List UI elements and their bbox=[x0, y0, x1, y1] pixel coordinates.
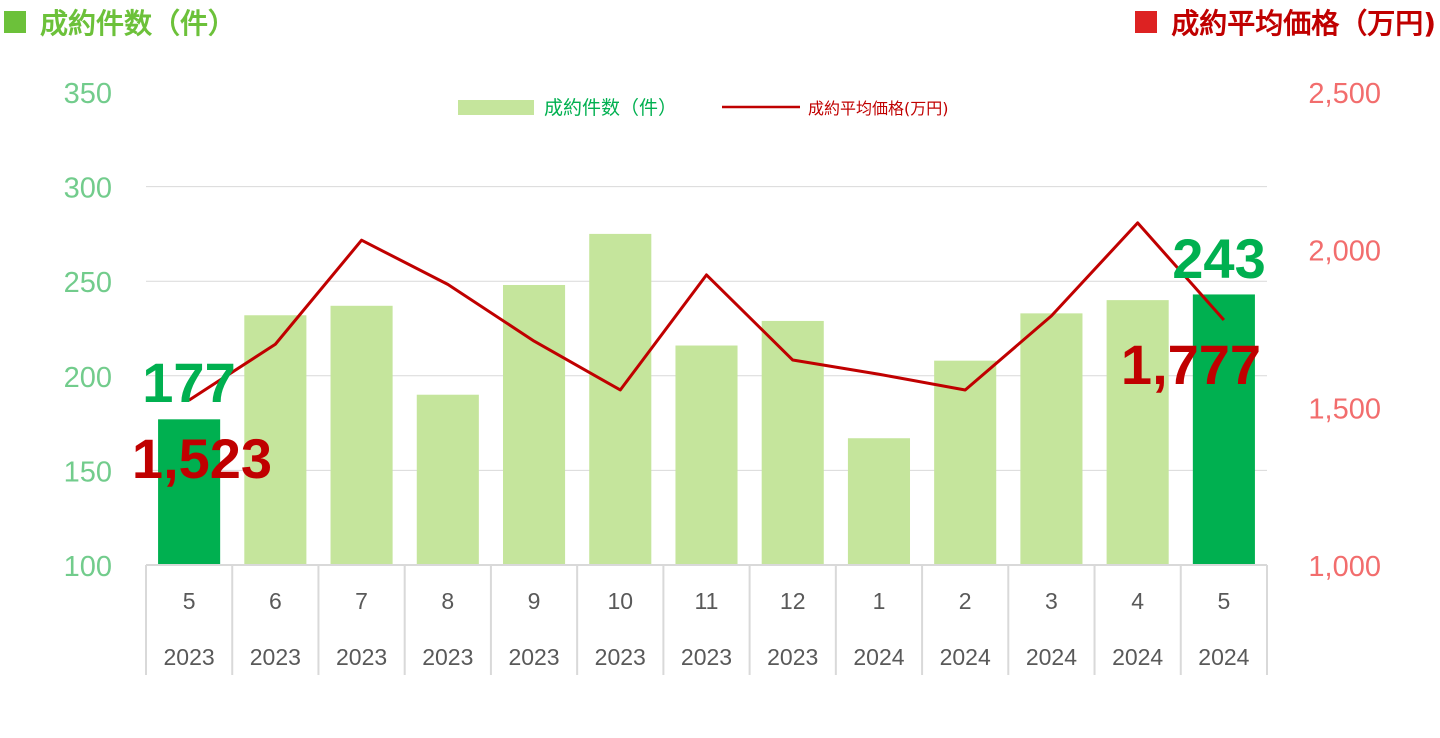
month-label: 5 bbox=[183, 588, 196, 614]
year-label: 2023 bbox=[767, 644, 818, 670]
month-label: 1 bbox=[873, 588, 886, 614]
first-bar-value: 177 bbox=[142, 351, 235, 414]
right-tick-label: 1,500 bbox=[1308, 393, 1381, 425]
last-bar-value: 243 bbox=[1172, 227, 1265, 290]
year-label: 2024 bbox=[1198, 644, 1249, 670]
right-tick-label: 1,000 bbox=[1308, 551, 1381, 583]
bar bbox=[158, 419, 221, 565]
bar bbox=[502, 284, 566, 565]
year-label: 2024 bbox=[940, 644, 991, 670]
year-label: 2023 bbox=[508, 644, 559, 670]
year-label: 2023 bbox=[595, 644, 646, 670]
left-tick-label: 350 bbox=[64, 78, 112, 110]
left-axis-title-text: 成約件数（件） bbox=[40, 7, 237, 40]
year-label: 2023 bbox=[336, 644, 387, 670]
year-label: 2023 bbox=[681, 644, 732, 670]
legend-bar-label: 成約件数（件） bbox=[544, 97, 677, 119]
red-square-icon bbox=[1135, 11, 1158, 33]
first-price-value: 1,523 bbox=[132, 427, 272, 490]
left-tick-label: 250 bbox=[64, 267, 112, 299]
price-line bbox=[188, 221, 1226, 402]
legend: 成約件数（件） 成約平均価格(万円) bbox=[458, 97, 949, 119]
left-tick-label: 300 bbox=[64, 173, 112, 205]
last-price-value: 1,777 bbox=[1121, 333, 1261, 396]
month-label: 12 bbox=[780, 588, 806, 614]
bar bbox=[934, 360, 997, 565]
year-label: 2023 bbox=[164, 644, 215, 670]
right-axis-title: 成約平均価格（万円) bbox=[1135, 2, 1436, 42]
bar bbox=[330, 305, 393, 565]
left-tick-label: 200 bbox=[64, 362, 112, 394]
year-label: 2024 bbox=[853, 644, 904, 670]
legend-line-label: 成約平均価格(万円) bbox=[808, 99, 949, 118]
month-label: 10 bbox=[607, 588, 633, 614]
category-axis: 5202362023720238202392023102023112023122… bbox=[145, 564, 1268, 675]
year-label: 2023 bbox=[250, 644, 301, 670]
year-label: 2024 bbox=[1026, 644, 1077, 670]
bar bbox=[1106, 300, 1169, 565]
month-label: 4 bbox=[1131, 588, 1144, 614]
right-axis-title-text: 成約平均価格（万円) bbox=[1171, 7, 1436, 40]
bar-series bbox=[158, 233, 1255, 565]
year-label: 2023 bbox=[422, 644, 473, 670]
green-square-icon bbox=[4, 11, 26, 33]
right-tick-label: 2,500 bbox=[1308, 78, 1381, 110]
month-label: 5 bbox=[1217, 588, 1230, 614]
month-label: 7 bbox=[355, 588, 368, 614]
legend-bar-swatch bbox=[458, 100, 534, 115]
year-label: 2024 bbox=[1112, 644, 1163, 670]
data-annotations: 177 1,523 243 1,777 bbox=[132, 227, 1266, 490]
bar bbox=[589, 233, 652, 565]
bar bbox=[675, 345, 738, 565]
bar bbox=[761, 320, 824, 565]
month-label: 2 bbox=[959, 588, 972, 614]
bar bbox=[1192, 294, 1255, 565]
bar bbox=[847, 438, 911, 565]
left-tick-label: 100 bbox=[64, 551, 112, 583]
left-tick-label: 150 bbox=[64, 456, 112, 488]
left-axis-title: 成約件数（件） bbox=[4, 2, 236, 42]
month-label: 8 bbox=[441, 588, 454, 614]
value-axes: 100 150 200 250 300 350 1,000 1,500 2,000 2,500 bbox=[64, 78, 1381, 583]
month-label: 11 bbox=[695, 588, 719, 614]
bar bbox=[1020, 313, 1083, 565]
right-tick-label: 2,000 bbox=[1308, 236, 1381, 268]
month-label: 9 bbox=[528, 588, 541, 614]
month-label: 6 bbox=[269, 588, 282, 614]
price-line-series bbox=[188, 221, 1226, 402]
month-label: 3 bbox=[1045, 588, 1058, 614]
bar bbox=[416, 394, 479, 565]
